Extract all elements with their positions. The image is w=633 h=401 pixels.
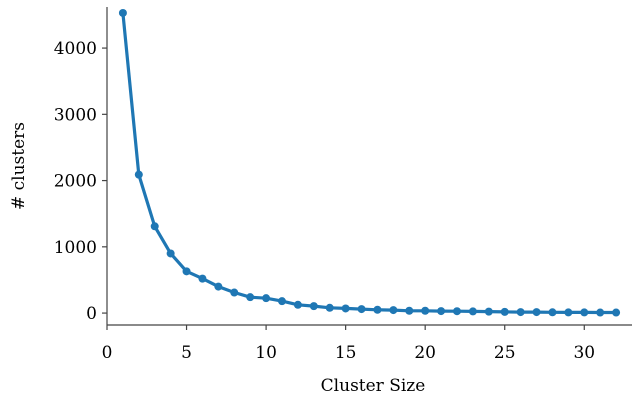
data-point xyxy=(405,306,414,315)
data-point xyxy=(612,308,621,317)
data-point xyxy=(118,8,127,17)
data-point xyxy=(150,222,159,231)
data-point xyxy=(596,308,605,317)
x-tick-label: 0 xyxy=(102,343,113,363)
y-tick-label: 0 xyxy=(86,304,97,324)
x-tick-label: 5 xyxy=(181,343,192,363)
data-point xyxy=(341,304,350,313)
data-point xyxy=(246,293,255,302)
data-point xyxy=(325,303,334,312)
data-point xyxy=(278,297,286,306)
x-tick-label: 30 xyxy=(573,343,595,363)
y-axis-label: # clusters xyxy=(9,122,29,210)
data-point xyxy=(484,307,493,316)
y-axis-ticks: 0 1000 2000 3000 4000 xyxy=(54,39,107,324)
data-point xyxy=(293,300,302,309)
y-tick-label: 1000 xyxy=(54,238,97,258)
data-point xyxy=(548,308,557,317)
data-point xyxy=(214,282,223,291)
data-point xyxy=(357,305,366,314)
data-point xyxy=(453,307,461,316)
data-point xyxy=(230,288,239,297)
data-point xyxy=(134,170,143,179)
x-tick-label: 10 xyxy=(255,343,277,363)
series-line xyxy=(121,11,618,315)
data-point xyxy=(580,308,589,317)
data-point xyxy=(166,249,175,258)
x-tick-label: 25 xyxy=(494,343,516,363)
data-point xyxy=(500,307,509,316)
data-point xyxy=(309,302,318,311)
data-point xyxy=(182,267,191,276)
data-point xyxy=(373,305,382,314)
y-tick-label: 3000 xyxy=(54,105,97,125)
y-tick-label: 4000 xyxy=(54,39,97,59)
data-point xyxy=(389,306,398,315)
y-tick-label: 2000 xyxy=(54,172,97,192)
plot-area: 0 1000 2000 3000 4000 0 5 10 15 20 25 30 xyxy=(54,7,632,363)
x-tick-label: 20 xyxy=(414,343,436,363)
data-point xyxy=(421,306,430,315)
data-point xyxy=(564,308,573,317)
series-points xyxy=(118,8,621,317)
x-tick-label: 15 xyxy=(335,343,357,363)
data-point xyxy=(532,308,541,317)
x-axis-ticks: 0 5 10 15 20 25 30 xyxy=(102,325,595,363)
data-point xyxy=(468,307,477,316)
x-axis-label: Cluster Size xyxy=(321,376,426,396)
data-point xyxy=(437,307,446,316)
data-point xyxy=(198,274,207,283)
data-point xyxy=(516,308,525,317)
data-point xyxy=(262,294,271,303)
